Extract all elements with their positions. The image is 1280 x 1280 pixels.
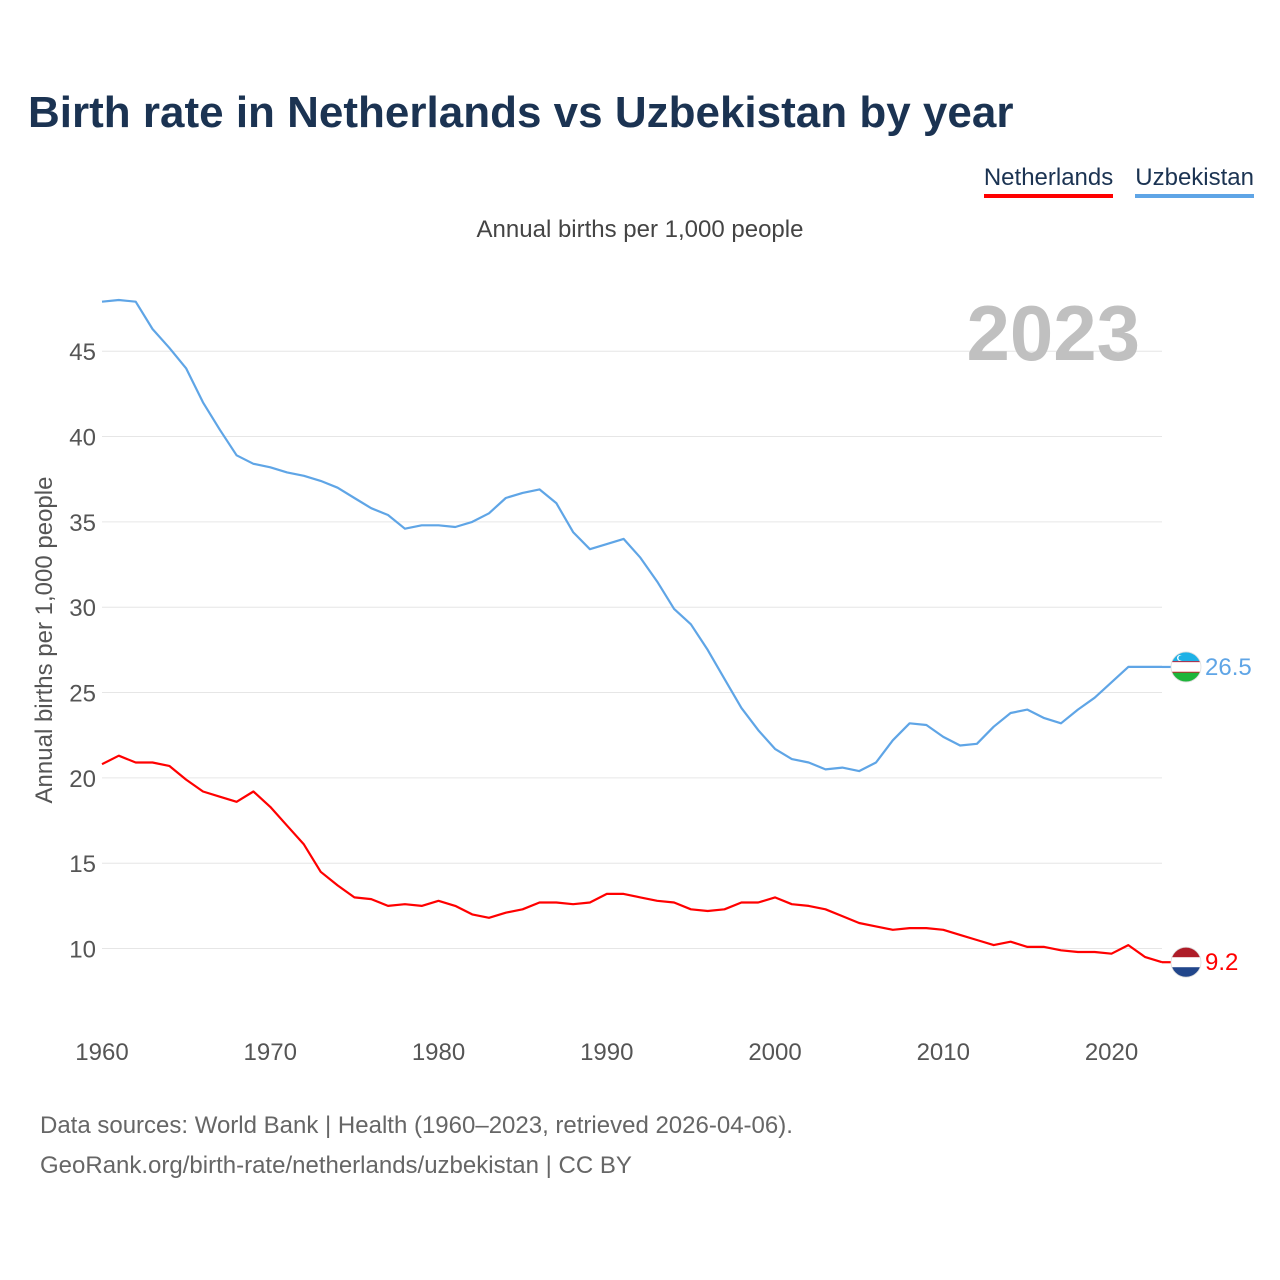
y-tick-label-30: 30	[69, 595, 96, 622]
series-line-uzbekistan	[101, 298, 1162, 773]
x-tick-label-1960: 1960	[75, 1039, 128, 1066]
y-tick-label-45: 45	[69, 339, 96, 366]
source-note: Data sources: World Bank | Health (1960–…	[40, 1106, 793, 1186]
y-tick-label-10: 10	[69, 937, 96, 964]
end-markers: 9.2 26.5	[1162, 651, 1252, 978]
y-axis-label: Annual births per 1,000 people	[31, 477, 58, 804]
y-tick-label-15: 15	[69, 851, 96, 878]
line-chart: 10 15 20 25 30 35 40 45 1960 1970 1980 1990 2000 201…	[31, 289, 1252, 1066]
y-tick-label-35: 35	[69, 510, 96, 537]
x-tick-label-1980: 1980	[412, 1039, 465, 1066]
y-axis-ticks: 10 15 20 25 30 35 40 45	[69, 339, 96, 963]
series-line-netherlands	[101, 754, 1163, 964]
y-tick-label-40: 40	[69, 425, 96, 452]
y-tick-label-25: 25	[69, 681, 96, 708]
legend-item-uzbekistan[interactable]: Uzbekistan	[1135, 164, 1254, 198]
end-value-label-netherlands: 9.2	[1205, 949, 1238, 976]
legend: Netherlands Uzbekistan	[983, 164, 1254, 198]
x-tick-label-2020: 2020	[1085, 1039, 1138, 1066]
year-watermark: 2023	[966, 289, 1140, 377]
page-title: Birth rate in Netherlands vs Uzbekistan …	[28, 88, 1014, 137]
source-line-2: GeoRank.org/birth-rate/netherlands/uzbek…	[40, 1152, 632, 1179]
x-tick-label-2010: 2010	[917, 1039, 970, 1066]
x-tick-label-1970: 1970	[244, 1039, 297, 1066]
source-line-1: Data sources: World Bank | Health (1960–…	[40, 1112, 793, 1139]
gridlines	[102, 350, 1162, 950]
uzbekistan-flag-icon	[1170, 651, 1202, 683]
netherlands-flag-icon	[1170, 946, 1202, 978]
series-lines	[101, 298, 1163, 964]
x-tick-label-1990: 1990	[580, 1039, 633, 1066]
legend-item-netherlands[interactable]: Netherlands	[983, 164, 1114, 198]
chart-subtitle: Annual births per 1,000 people	[476, 216, 804, 243]
x-tick-label-2000: 2000	[748, 1039, 801, 1066]
end-value-label-uzbekistan: 26.5	[1205, 654, 1252, 681]
y-tick-label-20: 20	[69, 766, 96, 793]
x-axis-ticks: 1960 1970 1980 1990 2000 2010 2020	[75, 1039, 1138, 1066]
